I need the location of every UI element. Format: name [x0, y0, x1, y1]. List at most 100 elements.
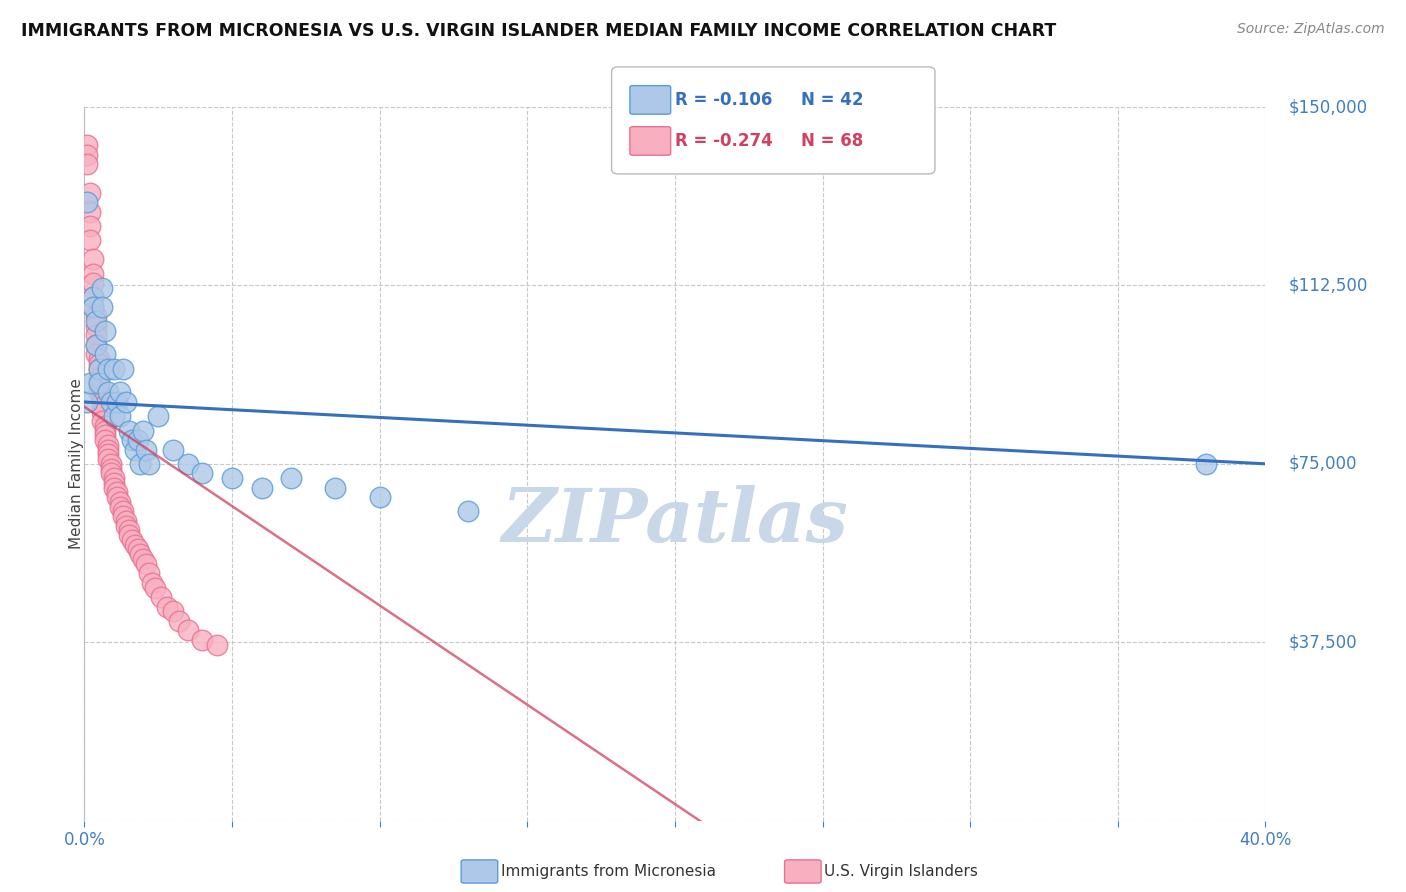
- Text: Immigrants from Micronesia: Immigrants from Micronesia: [501, 864, 716, 879]
- Point: [105, 490, 128, 504]
- Point: [91, 390, 114, 404]
- Point: [82, 300, 104, 314]
- Point: [138, 566, 160, 581]
- Point: [280, 471, 302, 485]
- Point: [132, 552, 155, 566]
- Point: [114, 518, 136, 533]
- Point: [97, 385, 120, 400]
- Point: [84, 314, 107, 328]
- Point: [108, 385, 131, 400]
- Point: [103, 361, 125, 376]
- Point: [94, 424, 117, 438]
- Point: [97, 442, 120, 457]
- Point: [94, 418, 117, 433]
- Point: [100, 461, 122, 475]
- Point: [108, 409, 131, 424]
- Point: [100, 457, 122, 471]
- Text: $150,000: $150,000: [1289, 98, 1368, 116]
- Point: [87, 376, 111, 390]
- Text: N = 68: N = 68: [801, 132, 863, 150]
- Point: [82, 300, 104, 314]
- Point: [368, 490, 391, 504]
- Point: [87, 371, 111, 385]
- Point: [87, 376, 111, 390]
- Point: [118, 424, 141, 438]
- Point: [177, 624, 200, 638]
- Point: [103, 471, 125, 485]
- Point: [111, 361, 134, 376]
- Text: R = -0.106: R = -0.106: [675, 91, 772, 109]
- Point: [191, 632, 214, 647]
- Point: [135, 442, 157, 457]
- Point: [323, 481, 347, 495]
- Point: [87, 361, 111, 376]
- Point: [94, 347, 117, 361]
- Point: [82, 252, 104, 267]
- Text: U.S. Virgin Islanders: U.S. Virgin Islanders: [824, 864, 977, 879]
- Point: [148, 409, 170, 424]
- Point: [82, 290, 104, 304]
- Point: [97, 438, 120, 452]
- Point: [162, 442, 184, 457]
- Point: [127, 542, 149, 557]
- Point: [84, 328, 107, 343]
- Point: [108, 500, 131, 514]
- Point: [177, 457, 200, 471]
- Point: [91, 395, 114, 409]
- Point: [94, 433, 117, 447]
- Point: [84, 347, 107, 361]
- Point: [82, 267, 104, 281]
- Point: [150, 590, 173, 604]
- Point: [76, 147, 98, 161]
- Point: [124, 442, 146, 457]
- Point: [76, 395, 98, 409]
- Point: [205, 638, 228, 652]
- Point: [84, 310, 107, 324]
- Point: [91, 414, 114, 428]
- Point: [141, 575, 163, 590]
- Point: [91, 404, 114, 418]
- Point: [84, 338, 107, 352]
- Point: [87, 385, 111, 400]
- Point: [250, 481, 273, 495]
- Point: [135, 557, 157, 571]
- Point: [87, 352, 111, 367]
- Point: [129, 547, 152, 561]
- Point: [91, 400, 114, 414]
- Text: R = -0.274: R = -0.274: [675, 132, 773, 150]
- Text: $112,500: $112,500: [1289, 277, 1368, 294]
- Point: [79, 186, 101, 200]
- Text: Source: ZipAtlas.com: Source: ZipAtlas.com: [1237, 22, 1385, 37]
- Point: [111, 504, 134, 518]
- Point: [76, 138, 98, 153]
- Point: [76, 195, 98, 210]
- Point: [114, 514, 136, 528]
- Point: [79, 204, 101, 219]
- Point: [79, 233, 101, 247]
- Point: [76, 157, 98, 171]
- Point: [191, 467, 214, 481]
- Point: [100, 395, 122, 409]
- Point: [79, 219, 101, 233]
- Point: [103, 475, 125, 490]
- Point: [132, 424, 155, 438]
- Y-axis label: Median Family Income: Median Family Income: [69, 378, 83, 549]
- Point: [114, 395, 136, 409]
- Point: [121, 533, 143, 547]
- Text: $37,500: $37,500: [1289, 633, 1358, 651]
- Text: IMMIGRANTS FROM MICRONESIA VS U.S. VIRGIN ISLANDER MEDIAN FAMILY INCOME CORRELAT: IMMIGRANTS FROM MICRONESIA VS U.S. VIRGI…: [21, 22, 1056, 40]
- Point: [87, 361, 111, 376]
- Point: [105, 395, 128, 409]
- Point: [143, 581, 166, 595]
- Point: [121, 433, 143, 447]
- Point: [129, 457, 152, 471]
- Point: [87, 357, 111, 371]
- Text: $75,000: $75,000: [1289, 455, 1358, 473]
- Point: [167, 614, 190, 628]
- Point: [221, 471, 243, 485]
- Point: [97, 361, 120, 376]
- Point: [118, 524, 141, 538]
- Point: [94, 324, 117, 338]
- Point: [84, 318, 107, 333]
- Point: [97, 452, 120, 467]
